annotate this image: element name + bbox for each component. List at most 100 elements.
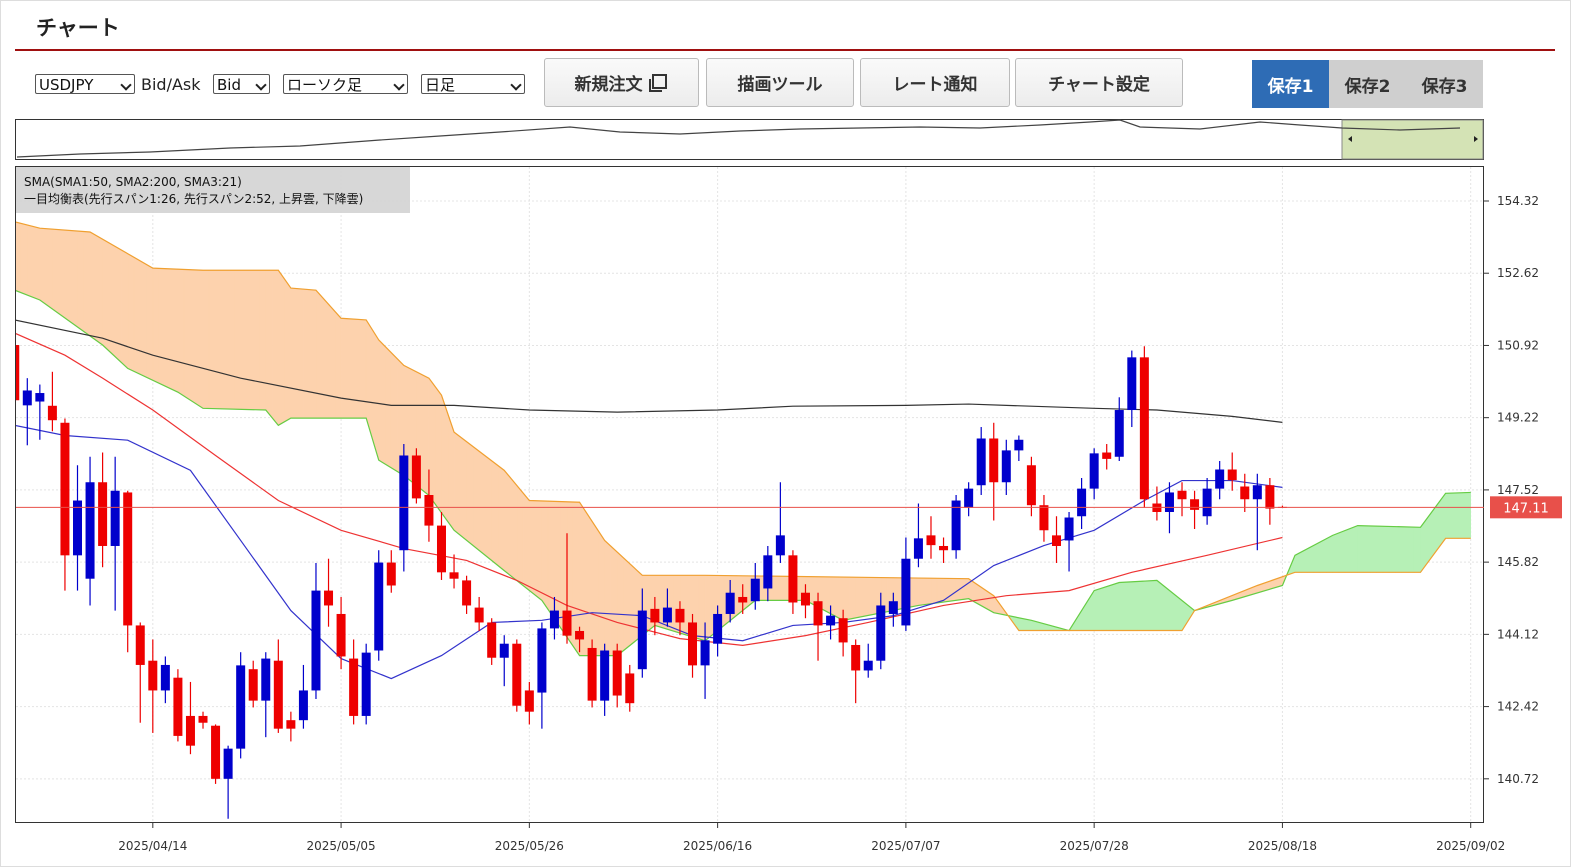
cloud-fill — [1382, 525, 1390, 573]
cloud-fill — [114, 245, 122, 364]
cloud-fill — [780, 575, 787, 601]
cloud-fill — [26, 224, 34, 298]
candle-body — [286, 720, 296, 729]
cloud-fill — [1112, 582, 1120, 631]
candle-body — [1240, 486, 1250, 500]
price-type-select[interactable]: Bid — [213, 74, 270, 94]
cloud-fill — [704, 574, 712, 642]
window-icon — [648, 73, 667, 92]
x-tick-label: 2025/09/02 — [1436, 839, 1505, 853]
candle-body — [575, 630, 585, 640]
cloud-fill — [45, 228, 53, 310]
candle-body — [763, 555, 773, 589]
candle-body — [1026, 465, 1036, 506]
cloud-fill — [1125, 581, 1133, 631]
cloud-fill — [478, 450, 486, 557]
candle-body — [600, 650, 610, 701]
cloud-fill — [428, 377, 436, 506]
cloud-fill — [1407, 526, 1415, 573]
button[interactable]: チャート設定 — [1015, 58, 1183, 107]
cloud-fill — [604, 539, 612, 656]
cloud-fill — [1024, 618, 1032, 631]
cloud-fill — [824, 576, 831, 615]
cloud-fill — [930, 577, 938, 605]
candle-body — [813, 601, 823, 626]
cloud-fill — [460, 436, 467, 541]
candle-body — [700, 640, 710, 666]
candle-body — [60, 422, 70, 556]
candle-body — [625, 673, 635, 704]
cloud-fill — [591, 520, 599, 656]
cloud-fill — [623, 557, 631, 652]
x-tick-label: 2025/06/16 — [683, 839, 752, 853]
cloud-fill — [102, 238, 110, 352]
cloud-fill — [1401, 526, 1409, 573]
x-tick-label: 2025/07/28 — [1060, 839, 1129, 853]
candle-body — [98, 482, 108, 546]
candle-body — [135, 625, 145, 665]
cloud-fill — [1457, 492, 1465, 539]
button[interactable]: 描画ツール — [706, 58, 854, 107]
cloud-fill — [510, 477, 518, 582]
cloud-fill — [836, 576, 844, 621]
x-tick-label: 2025/04/14 — [118, 839, 187, 853]
cloud-fill — [252, 269, 260, 411]
candle-body — [248, 669, 258, 701]
cloud-fill — [265, 269, 273, 419]
candle-body — [185, 715, 195, 746]
candle-body — [1227, 469, 1237, 481]
cloud-fill — [1413, 526, 1421, 573]
symbol-select[interactable]: USDJPY — [35, 74, 135, 94]
cloud-fill — [58, 229, 66, 319]
save-tab[interactable]: 保存2 — [1329, 60, 1406, 108]
cloud-fill — [1464, 492, 1471, 539]
chart-type-select[interactable]: ローソク足 — [283, 74, 408, 94]
candle-body — [173, 677, 183, 736]
candle-body — [374, 562, 384, 651]
candle-body — [1127, 357, 1137, 411]
cloud-fill — [347, 318, 354, 419]
cloud-fill — [227, 269, 235, 410]
candle-body — [16, 345, 20, 401]
navigator-window[interactable] — [1341, 119, 1484, 160]
candle-body — [524, 690, 534, 712]
cloud-fill — [918, 577, 926, 606]
cloud-fill — [146, 263, 154, 381]
y-tick-label: 147.52 — [1497, 483, 1539, 497]
cloud-fill — [1175, 594, 1183, 631]
cloud-fill — [855, 576, 863, 619]
candle-body — [738, 596, 748, 603]
cloud-fill — [673, 575, 681, 634]
cloud-fill — [70, 230, 78, 328]
candle-body — [298, 690, 308, 721]
candle-body — [123, 492, 133, 626]
cloud-fill — [629, 563, 637, 647]
button[interactable]: 新規注文 — [544, 58, 699, 107]
cloud-fill — [221, 269, 229, 410]
button[interactable]: レート通知 — [860, 58, 1010, 107]
cloud-fill — [190, 269, 198, 405]
cloud-fill — [547, 500, 555, 620]
save-tab[interactable]: 保存1 — [1252, 60, 1329, 108]
candle-body — [725, 592, 735, 614]
cloud-fill — [171, 268, 179, 393]
save-tab[interactable]: 保存3 — [1406, 60, 1483, 108]
y-tick-label: 149.22 — [1497, 411, 1539, 425]
cloud-fill — [296, 288, 304, 419]
candle-body — [901, 558, 911, 626]
cloud-fill — [208, 269, 216, 409]
x-tick-label: 2025/05/26 — [495, 839, 564, 853]
cloud-fill — [152, 267, 160, 384]
candle-body — [612, 650, 622, 696]
candle-body — [73, 500, 83, 556]
period-select[interactable]: 日足 — [421, 74, 525, 94]
cloud-fill — [1131, 581, 1139, 631]
price-type-label: Bid/Ask — [141, 75, 201, 94]
cloud-fill — [861, 577, 869, 617]
candle-body — [436, 525, 446, 573]
x-tick-label: 2025/07/07 — [871, 839, 940, 853]
candle-body — [399, 455, 409, 551]
candle-body — [750, 578, 760, 602]
candle-body — [211, 725, 221, 779]
candle-body — [1177, 490, 1187, 500]
